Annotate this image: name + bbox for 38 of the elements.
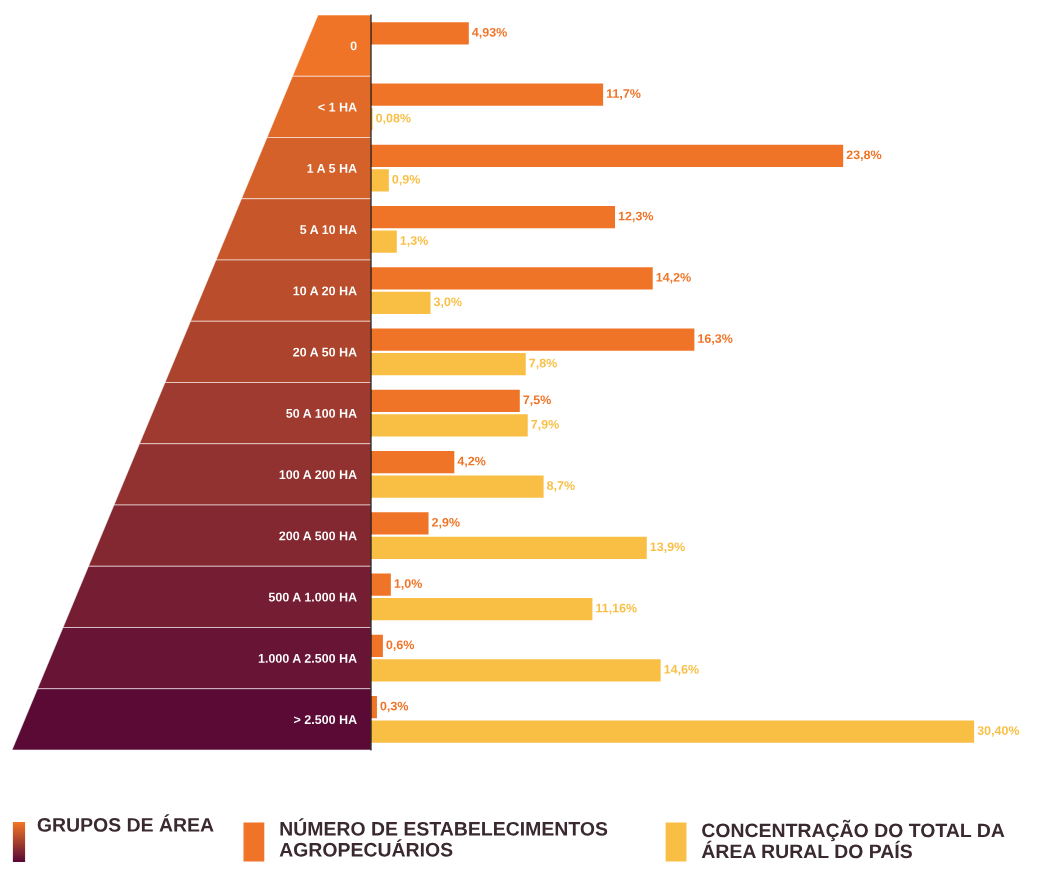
data-label: 0,08% <box>376 113 411 125</box>
data-label: 7,5% <box>523 395 551 407</box>
data-label: 14,6% <box>664 664 699 676</box>
data-label: 23,8% <box>846 150 882 162</box>
data-label: 8,7% <box>547 481 575 492</box>
y-tick-label: 5 A 10 HA <box>300 225 357 235</box>
y-tick-label: 1.000 A 2.500 HA <box>258 653 357 663</box>
data-label: 13,9% <box>650 542 685 554</box>
y-tick-label: < 1 HA <box>318 102 357 112</box>
data-label: 2,9% <box>431 517 460 529</box>
data-label: 0,9% <box>392 174 421 186</box>
data-label: 12,3% <box>618 211 654 223</box>
y-tick-label: 1 A 5 HA <box>307 164 357 173</box>
text: GRUPOS DE ÁREA <box>37 814 214 832</box>
data-label: 11,16% <box>596 603 637 615</box>
y-tick-label: 20 A 50 HA <box>293 347 357 357</box>
y-tick-label: 200 A 500 HA <box>279 531 357 541</box>
data-label: 11,7% <box>606 89 641 100</box>
data-label: 1,0% <box>394 579 423 590</box>
data-label: 0,6% <box>386 640 415 652</box>
data-label: 3,0% <box>433 297 462 309</box>
data-label: 0,3% <box>380 701 409 713</box>
data-label: 4,2% <box>457 456 486 468</box>
y-tick-label: 10 A 20 HA <box>293 286 357 296</box>
y-tick-label: 50 A 100 HA <box>286 408 357 418</box>
y-tick-label: 0 <box>350 41 357 51</box>
data-label: 1,3% <box>400 236 428 247</box>
y-tick-label: 500 A 1.000 HA <box>268 592 357 602</box>
data-label: 4,93% <box>472 27 507 39</box>
data-label: 14,2% <box>656 272 691 284</box>
y-tick-label: > 2.500 HA <box>294 715 357 725</box>
data-label: 16,3% <box>698 334 733 345</box>
data-label: 7,8% <box>529 358 557 370</box>
data-label: 7,9% <box>531 419 559 431</box>
y-tick-label: 100 A 200 HA <box>279 470 357 480</box>
data-label: 30,40% <box>977 726 1020 737</box>
legend-label: NÚMERO DE ESTABELECIMENTOS AGROPECUÁRIOS <box>279 818 608 857</box>
legend-label: CONCENTRAÇÃO DO TOTAL DA ÁREA RURAL DO PAÍS <box>701 819 1005 859</box>
